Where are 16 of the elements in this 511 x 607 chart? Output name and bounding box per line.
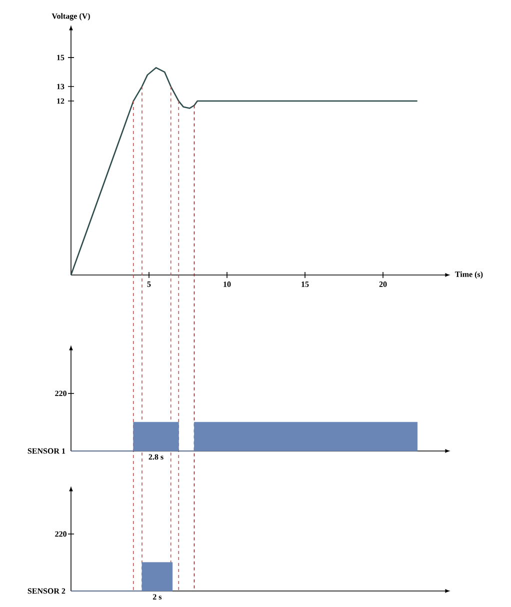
text: 220 xyxy=(55,531,66,537)
text: 2 s xyxy=(152,594,162,600)
x-tick-label: 20 xyxy=(379,282,387,287)
x-tick-label: 15 xyxy=(302,282,309,287)
y-axis-title: SENSOR 1 xyxy=(28,448,66,454)
x-axis-title: Time (s) xyxy=(455,271,483,279)
y-tick-label: 13 xyxy=(57,84,64,90)
y-axis-title: SENSOR 2 xyxy=(28,588,66,594)
text: 220 xyxy=(55,390,66,396)
text: 2.8 s xyxy=(148,454,164,460)
y-tick-label: 15 xyxy=(57,54,64,60)
x-tick-label: 5 xyxy=(147,282,151,287)
line-series xyxy=(70,67,418,276)
y-axis-title: Voltage (V) xyxy=(52,13,90,20)
y-tick-label: 12 xyxy=(57,98,64,104)
x-tick-label: 10 xyxy=(224,282,231,287)
